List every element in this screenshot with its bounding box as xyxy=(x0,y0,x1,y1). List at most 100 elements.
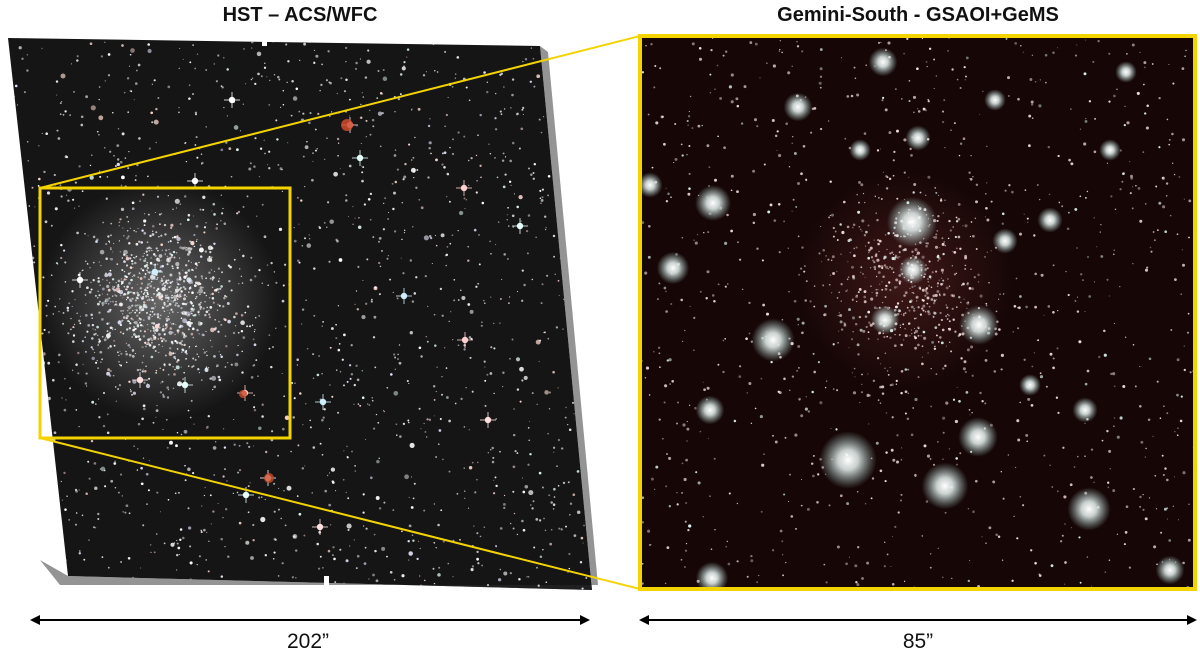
star xyxy=(957,235,961,239)
star xyxy=(166,282,169,285)
star xyxy=(272,346,274,348)
star xyxy=(432,567,435,570)
star xyxy=(114,294,116,296)
star xyxy=(408,382,410,384)
star xyxy=(945,345,948,347)
star xyxy=(772,434,774,437)
star xyxy=(409,259,412,262)
star xyxy=(1130,176,1134,180)
star xyxy=(151,230,154,233)
star xyxy=(1027,397,1031,401)
star xyxy=(181,343,183,346)
star xyxy=(353,539,355,541)
star xyxy=(955,272,958,275)
star xyxy=(348,164,352,168)
bright-star xyxy=(1099,139,1121,161)
star xyxy=(125,361,128,364)
star xyxy=(412,156,415,159)
bright-star xyxy=(868,47,898,77)
star xyxy=(926,296,930,300)
star xyxy=(45,132,49,136)
star xyxy=(406,379,409,383)
star xyxy=(394,149,397,151)
star xyxy=(467,245,470,248)
star xyxy=(1093,281,1095,283)
star xyxy=(413,170,416,173)
star xyxy=(469,356,472,359)
star xyxy=(581,317,584,320)
star xyxy=(154,332,157,335)
star xyxy=(793,152,797,155)
star xyxy=(512,226,515,228)
star xyxy=(175,290,178,293)
star xyxy=(927,98,929,101)
star xyxy=(275,119,278,122)
star xyxy=(45,314,48,317)
star xyxy=(145,383,151,389)
star xyxy=(130,254,133,256)
star xyxy=(155,369,158,372)
star xyxy=(781,51,783,54)
star xyxy=(296,196,299,199)
star xyxy=(522,113,524,116)
star xyxy=(567,218,570,221)
star xyxy=(57,509,60,512)
star xyxy=(268,334,271,336)
star xyxy=(369,218,372,221)
star xyxy=(160,298,163,301)
star xyxy=(936,285,939,288)
star xyxy=(681,340,684,343)
star xyxy=(192,314,194,316)
star xyxy=(1085,118,1087,120)
star xyxy=(130,48,135,53)
star xyxy=(805,179,808,182)
star xyxy=(106,284,110,289)
star xyxy=(963,65,966,69)
star xyxy=(212,510,215,513)
star xyxy=(170,285,172,287)
star xyxy=(141,297,144,300)
star xyxy=(499,527,503,530)
star xyxy=(698,47,702,50)
star xyxy=(1056,490,1059,493)
star xyxy=(585,576,588,580)
star xyxy=(45,304,48,307)
star xyxy=(544,390,549,395)
star xyxy=(11,266,15,270)
star xyxy=(203,291,206,294)
star xyxy=(1034,80,1037,83)
star xyxy=(283,490,285,492)
star xyxy=(1022,51,1024,53)
star xyxy=(898,309,902,313)
star xyxy=(85,492,88,495)
star xyxy=(155,141,157,144)
star xyxy=(133,321,135,324)
star xyxy=(1155,185,1158,188)
star xyxy=(553,496,556,498)
star xyxy=(218,378,222,382)
star xyxy=(709,92,711,94)
star xyxy=(476,38,479,42)
star xyxy=(589,60,591,62)
star xyxy=(434,70,436,72)
star xyxy=(947,313,949,316)
star xyxy=(832,343,835,346)
star xyxy=(1136,91,1140,95)
star xyxy=(339,371,342,373)
star xyxy=(349,545,351,547)
star xyxy=(877,41,881,44)
star xyxy=(402,422,406,426)
star xyxy=(118,289,124,295)
star xyxy=(414,136,416,139)
star xyxy=(891,535,894,538)
star xyxy=(11,226,14,229)
star xyxy=(248,445,251,448)
star xyxy=(917,110,921,113)
star xyxy=(92,348,94,350)
star xyxy=(212,388,214,391)
star xyxy=(1172,162,1174,164)
star xyxy=(1108,100,1111,103)
star xyxy=(360,142,362,144)
star xyxy=(191,366,193,368)
